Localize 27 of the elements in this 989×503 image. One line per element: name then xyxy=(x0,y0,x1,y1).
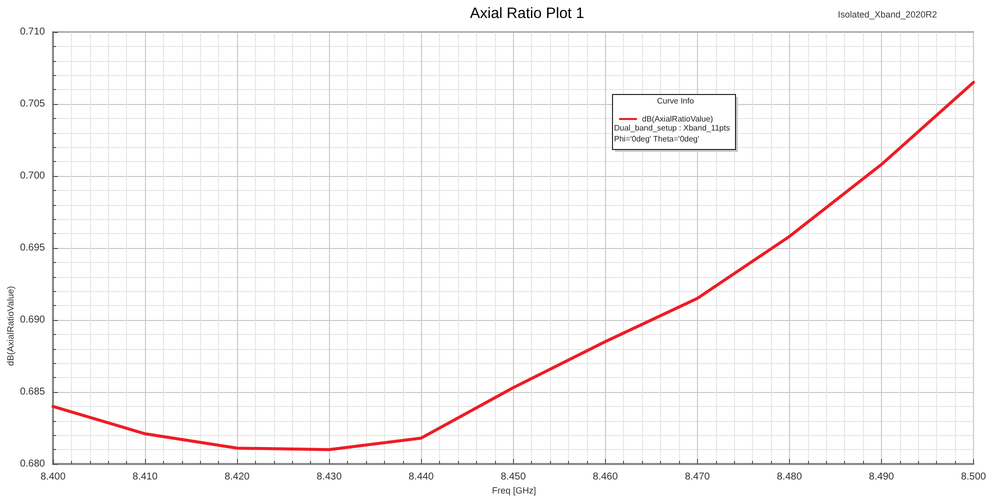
y-axis-title: dB(AxialRatioValue) xyxy=(6,286,16,366)
annotation: Phi='0deg' Theta='0deg' xyxy=(614,134,700,144)
y-tick-label: 0.695 xyxy=(20,242,46,254)
y-tick-label: 0.700 xyxy=(20,170,46,182)
x-tick-label: 8.440 xyxy=(408,472,434,482)
y-tick-label: 0.705 xyxy=(20,98,46,110)
annotation: Dual_band_setup : Xband_11pts xyxy=(614,124,730,132)
legend-label: dB(AxialRatioValue) xyxy=(642,114,714,124)
y-tick-label: 0.680 xyxy=(20,458,46,470)
y-tick-label: 0.685 xyxy=(20,386,46,398)
x-tick-label: 8.410 xyxy=(132,472,158,482)
x-tick-label: 8.450 xyxy=(500,472,526,482)
x-tick-label: 8.420 xyxy=(224,472,250,482)
x-axis-title: Freq [GHz] xyxy=(492,486,536,496)
line-series xyxy=(52,80,975,452)
x-tick-label: 8.470 xyxy=(684,472,710,482)
x-tick-label: 8.400 xyxy=(40,472,66,482)
x-tick-label: 8.430 xyxy=(316,472,342,482)
y-tick-label: 0.710 xyxy=(20,26,46,38)
x-tick-label: 8.490 xyxy=(868,472,894,482)
chart-title: Axial Ratio Plot 1 xyxy=(470,5,584,22)
x-tick-label: 8.460 xyxy=(592,472,618,482)
y-tick-label: 0.690 xyxy=(20,314,46,326)
legend-title: Curve Info xyxy=(657,96,694,106)
x-tick-label: 8.480 xyxy=(776,472,802,482)
text: Isolated_Xband_2020R2 xyxy=(838,10,938,20)
x-tick-label: 8.500 xyxy=(960,472,986,482)
